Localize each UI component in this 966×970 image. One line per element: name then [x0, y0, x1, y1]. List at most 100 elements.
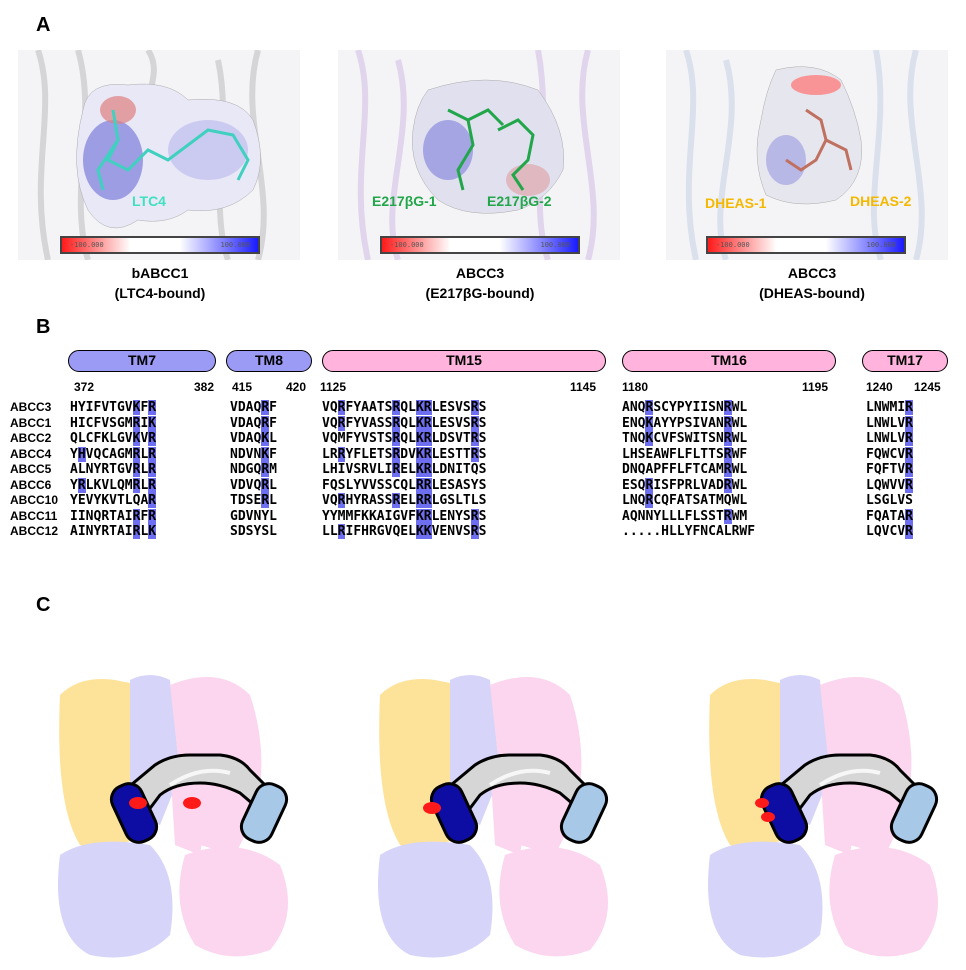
- sequence-name: ABCC4: [10, 446, 52, 461]
- sequence-segment: FQATAR: [866, 508, 913, 524]
- sequence-segment: ALNYRTGVRLR: [70, 462, 157, 477]
- schematic-e217bg: [378, 675, 614, 958]
- ligand-label-dheas-2: DHEAS-2: [850, 193, 912, 209]
- sequence-segment: LNWLVR: [866, 431, 913, 446]
- sequence-segment: .....HLLYFNCALRWF: [622, 524, 756, 539]
- sequence-segment: VQMFYVSTSRQLKRLDSVTRS: [322, 431, 487, 446]
- colorbar-min-label: -100.000: [716, 241, 750, 249]
- sequence-segment: LLRIFHRGVQELKKVENVSRS: [322, 524, 487, 539]
- structure-image-1: [18, 50, 300, 260]
- ligand-label-dheas-1: DHEAS-1: [705, 195, 767, 211]
- caption-line-2: (LTC4-bound): [114, 285, 206, 301]
- sequence-name: ABCC6: [10, 477, 52, 492]
- panel-label-a: A: [36, 14, 51, 36]
- colorbar-min-label: -100.000: [390, 241, 424, 249]
- sequence-segment: YEVYKVTLQAR: [70, 493, 157, 508]
- sequence-segment: TDSERL: [230, 493, 277, 508]
- position-label: 1195: [802, 380, 829, 394]
- sequence-segment: QLCFKLGVKVR: [70, 431, 157, 446]
- tm-segment-tm17: TM17: [862, 350, 948, 372]
- sequence-segment: TNQKCVFSWITSNRWL: [622, 431, 748, 446]
- caption-line-1: ABCC3: [787, 265, 837, 281]
- position-label: 1145: [570, 380, 597, 394]
- sequence-name: ABCC11: [10, 508, 58, 523]
- sequence-name: ABCC2: [10, 431, 52, 445]
- sequence-segment: LSGLVS: [866, 493, 913, 508]
- position-label: 420: [286, 380, 307, 394]
- sequence-segment: LNWLVR: [866, 415, 913, 431]
- sequence-segment: VQRFYAATSRQLKRLESVSRS: [322, 400, 487, 415]
- sequence-segment: YHVQCAGMRLR: [70, 446, 157, 462]
- sequence-segment: GDVNYL: [230, 508, 277, 524]
- sequence-name: ABCC10: [10, 493, 59, 507]
- caption-line-1: ABCC3: [455, 265, 505, 281]
- sequence-segment: YYMMFKKAIGVFKRLENYSRS: [322, 508, 487, 524]
- caption-line-2: (DHEAS-bound): [759, 285, 865, 301]
- sequence-segment: LRRYFLETSRDVKRLESTTRS: [322, 446, 487, 462]
- sequence-segment: FQSLYVVSSCQLRRLESASYS: [322, 477, 487, 493]
- ligand-site: [423, 802, 441, 814]
- sequence-segment: AQNNYLLLFLSSTRWM: [622, 508, 748, 524]
- colorbar-min-label: -100.000: [70, 241, 104, 249]
- position-label: 372: [74, 380, 95, 394]
- sequence-segment: VDAQRF: [230, 400, 277, 415]
- sequence-segment: LNWMIR: [866, 400, 913, 415]
- sequence-name: ABCC5: [10, 462, 52, 476]
- sequence-segment: SDSYSL: [230, 524, 277, 539]
- sequence-segment: NDVNKF: [230, 446, 277, 462]
- sequence-segment: LNQRCQFATSATMQWL: [622, 493, 748, 508]
- structure-caption-1: bABCC1 (LTC4-bound): [80, 263, 240, 303]
- panel-label-c: C: [36, 594, 51, 616]
- sequence-segment: LQWVVR: [866, 477, 913, 493]
- sequence-segment: VQRFYVASSRQLKRLESVSRS: [322, 415, 487, 431]
- tm-segment-tm16: TM16: [622, 350, 836, 372]
- position-label: 1240: [866, 380, 893, 394]
- ligand-site: [761, 812, 775, 822]
- structure-caption-2: ABCC3 (E217βG-bound): [390, 263, 570, 303]
- colorbar-max-label: 100.000: [220, 241, 250, 249]
- structure-caption-3: ABCC3 (DHEAS-bound): [722, 263, 902, 303]
- sequence-segment: VDAQRF: [230, 415, 277, 431]
- ligand-label-e217bg-2: E217βG-2: [487, 193, 552, 209]
- position-label: 415: [232, 380, 253, 394]
- caption-line-2: (E217βG-bound): [425, 285, 535, 301]
- ligand-site: [129, 797, 147, 809]
- structure-image-2: [338, 50, 620, 260]
- sequence-segment: FQFTVR: [866, 462, 913, 477]
- caption-line-1: bABCC1: [131, 265, 189, 281]
- electrostatic-colorbar-1: -100.000 100.000: [60, 236, 260, 254]
- sequence-segment: ESQRISFPRLVADRWL: [622, 477, 748, 493]
- sequence-segment: HYIFVTGVKFR: [70, 400, 157, 415]
- electrostatic-colorbar-3: -100.000 100.000: [706, 236, 906, 254]
- sequence-segment: LHIVSRVLIRELKRLDNITQS: [322, 462, 487, 477]
- ligand-site: [755, 798, 769, 808]
- colorbar-max-label: 100.000: [540, 241, 570, 249]
- sequence-segment: DNQAPFFLFTCAMRWL: [622, 462, 748, 477]
- sequence-segment: LHSEAWFLFLTTSRWF: [622, 446, 748, 462]
- tm-segment-tm15: TM15: [322, 350, 606, 372]
- sequence-segment: VQRHYRASSRELRRLGSLTLS: [322, 493, 487, 508]
- sequence-name: ABCC3: [10, 400, 52, 414]
- ligand-site: [183, 797, 201, 809]
- schematic-dheas: [708, 675, 944, 958]
- transporter-schematics: [58, 675, 944, 958]
- sequence-segment: YRLKVLQMRLR: [70, 477, 157, 493]
- sequence-segment: VDVQRL: [230, 477, 277, 493]
- sequence-name: ABCC12: [10, 524, 59, 538]
- position-label: 1180: [622, 380, 649, 394]
- tm-segment-tm7: TM7: [68, 350, 216, 372]
- position-label: 382: [194, 380, 215, 394]
- sequence-segment: ANQRSCYPYIISNRWL: [622, 400, 748, 415]
- panel-label-b: B: [36, 316, 51, 338]
- schematic-ltc4: [58, 675, 294, 958]
- sequence-segment: VDAQKL: [230, 431, 277, 446]
- position-label: 1245: [914, 380, 941, 394]
- position-label: 1125: [320, 380, 347, 394]
- electrostatic-colorbar-2: -100.000 100.000: [380, 236, 580, 254]
- sequence-segment: IINQRTAIRFR: [70, 508, 157, 524]
- sequence-segment: ENQKAYYPSIVANRWL: [622, 415, 748, 431]
- sequence-segment: AINYRTAIRLK: [70, 524, 157, 539]
- structure-image-3: [666, 50, 948, 260]
- tm-segment-tm8: TM8: [226, 350, 312, 372]
- sequence-segment: HICFVSGMRIK: [70, 415, 157, 431]
